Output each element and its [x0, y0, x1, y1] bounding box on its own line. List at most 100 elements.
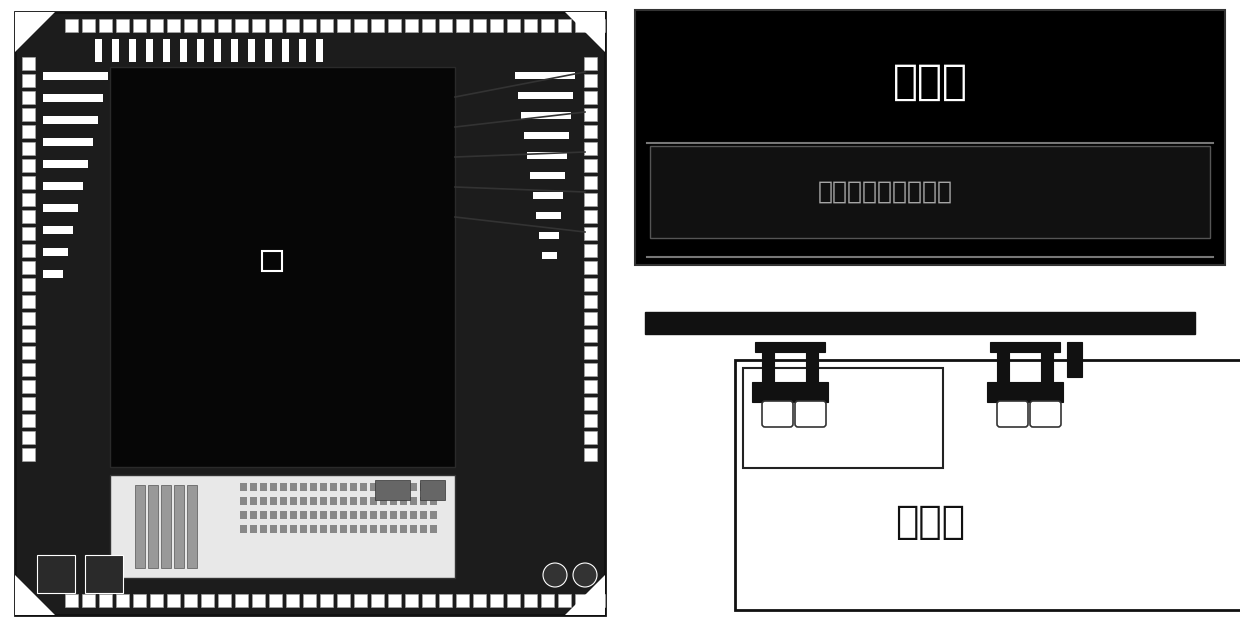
Bar [584, 363, 596, 376]
Bar [584, 125, 596, 138]
Circle shape [573, 563, 596, 587]
Bar [650, 145, 1210, 238]
Bar [300, 497, 308, 505]
Bar [286, 19, 299, 32]
Bar [117, 594, 129, 607]
Bar [250, 497, 257, 505]
Bar [270, 511, 277, 519]
Bar [22, 414, 35, 427]
Bar [420, 480, 445, 500]
Bar [37, 555, 74, 593]
Bar [388, 19, 401, 32]
Bar [360, 511, 367, 519]
Bar [250, 525, 257, 533]
Bar [422, 19, 435, 32]
Bar [405, 594, 418, 607]
Bar [533, 192, 563, 199]
Text: 上电极: 上电极 [893, 60, 967, 102]
Bar [527, 152, 567, 159]
Bar [22, 159, 35, 172]
Bar [180, 39, 187, 62]
Bar [280, 525, 286, 533]
Bar [133, 594, 146, 607]
Bar [430, 525, 436, 533]
Bar [330, 497, 337, 505]
Bar [763, 352, 774, 387]
Bar [584, 176, 596, 189]
Bar [490, 19, 503, 32]
Bar [584, 380, 596, 393]
Bar [300, 511, 308, 519]
Bar [456, 19, 469, 32]
Bar [360, 525, 367, 533]
Bar [542, 252, 557, 259]
Bar [353, 594, 367, 607]
Bar [584, 244, 596, 257]
Bar [265, 39, 272, 62]
Bar [300, 525, 308, 533]
Bar [558, 594, 570, 607]
Bar [15, 12, 605, 615]
Bar [420, 525, 427, 533]
Bar [320, 525, 327, 533]
Bar [997, 352, 1009, 387]
Bar [241, 497, 247, 505]
Bar [22, 125, 35, 138]
Bar [350, 497, 357, 505]
Bar [162, 39, 170, 62]
Bar [161, 485, 171, 568]
Polygon shape [15, 12, 55, 52]
Bar [584, 329, 596, 342]
Bar [584, 159, 596, 172]
Bar [241, 525, 247, 533]
Bar [420, 483, 427, 491]
Bar [300, 483, 308, 491]
Bar [391, 525, 397, 533]
Bar [22, 227, 35, 240]
Bar [43, 72, 108, 80]
Bar [316, 39, 322, 62]
Bar [401, 483, 407, 491]
Bar [379, 497, 387, 505]
Bar [330, 511, 337, 519]
Bar [515, 72, 575, 79]
Bar [529, 172, 565, 179]
Bar [146, 39, 153, 62]
Bar [197, 39, 205, 62]
Polygon shape [565, 575, 605, 615]
Bar [558, 19, 570, 32]
Bar [584, 295, 596, 308]
Bar [439, 19, 453, 32]
Bar [262, 251, 281, 271]
Bar [410, 525, 417, 533]
Bar [584, 91, 596, 104]
Bar [281, 39, 289, 62]
Bar [472, 19, 486, 32]
Bar [584, 74, 596, 87]
Bar [112, 39, 119, 62]
Bar [350, 511, 357, 519]
Bar [64, 594, 78, 607]
Bar [150, 594, 162, 607]
Bar [290, 483, 298, 491]
Bar [22, 380, 35, 393]
Bar [43, 94, 103, 102]
Bar [584, 431, 596, 444]
Bar [536, 212, 560, 219]
Bar [410, 511, 417, 519]
Bar [167, 594, 180, 607]
Bar [990, 342, 1060, 352]
Bar [370, 497, 377, 505]
Bar [320, 19, 334, 32]
Bar [174, 485, 184, 568]
Bar [22, 91, 35, 104]
Bar [250, 483, 257, 491]
Bar [43, 182, 83, 190]
Bar [635, 300, 1225, 350]
Bar [43, 138, 93, 146]
Bar [43, 226, 73, 234]
Bar [241, 511, 247, 519]
Bar [236, 594, 248, 607]
Bar [584, 108, 596, 121]
Bar [280, 511, 286, 519]
